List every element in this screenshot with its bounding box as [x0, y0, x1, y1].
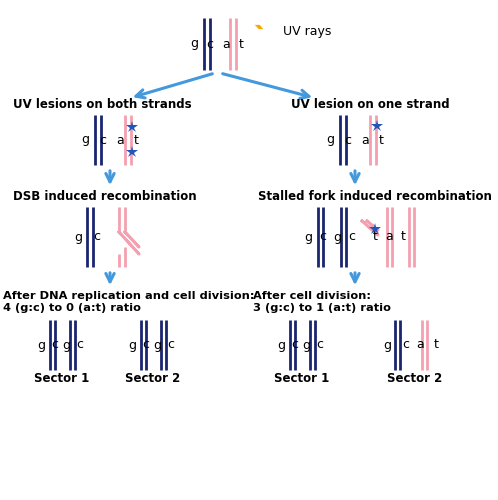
Text: t: t: [378, 134, 383, 146]
Text: c: c: [207, 38, 214, 51]
Text: g: g: [190, 38, 198, 51]
Text: t: t: [434, 338, 438, 351]
Text: a: a: [416, 338, 424, 351]
Text: c: c: [100, 134, 107, 146]
Text: c: c: [51, 338, 58, 351]
Text: a: a: [361, 134, 369, 146]
Text: a: a: [385, 230, 393, 243]
Text: Sector 1: Sector 1: [274, 372, 330, 384]
Text: c: c: [320, 230, 327, 243]
Text: UV rays: UV rays: [283, 26, 331, 38]
Text: c: c: [345, 134, 352, 146]
Text: 3 (g:c) to 1 (a:t) ratio: 3 (g:c) to 1 (a:t) ratio: [253, 303, 391, 313]
Text: Sector 1: Sector 1: [34, 372, 90, 384]
Text: c: c: [77, 338, 84, 351]
Text: After cell division:: After cell division:: [253, 291, 371, 301]
Text: t: t: [133, 134, 138, 146]
Text: g: g: [277, 338, 285, 351]
Text: t: t: [400, 230, 405, 243]
Text: 4 (g:c) to 0 (a:t) ratio: 4 (g:c) to 0 (a:t) ratio: [3, 303, 141, 313]
Text: g: g: [74, 230, 82, 243]
Text: Stalled fork induced recombination: Stalled fork induced recombination: [258, 190, 492, 202]
Text: g: g: [81, 134, 89, 146]
Text: t: t: [239, 38, 244, 51]
Text: Sector 2: Sector 2: [387, 372, 443, 384]
Text: g: g: [383, 338, 391, 351]
Text: UV lesion on one strand: UV lesion on one strand: [291, 98, 449, 112]
Text: g: g: [128, 338, 136, 351]
Polygon shape: [250, 12, 270, 42]
Text: UV lesions on both strands: UV lesions on both strands: [12, 98, 191, 112]
Text: c: c: [142, 338, 149, 351]
Text: g: g: [304, 230, 312, 243]
Text: c: c: [317, 338, 324, 351]
Text: a: a: [116, 134, 124, 146]
Text: g: g: [333, 230, 341, 243]
Text: After DNA replication and cell division:: After DNA replication and cell division:: [3, 291, 254, 301]
Text: t: t: [373, 230, 377, 243]
Text: g: g: [37, 338, 45, 351]
Text: DSB induced recombination: DSB induced recombination: [13, 190, 197, 202]
Text: Sector 2: Sector 2: [125, 372, 181, 384]
Text: c: c: [94, 230, 101, 243]
Text: g: g: [62, 338, 70, 351]
Text: a: a: [222, 38, 230, 51]
Text: g: g: [153, 338, 161, 351]
Text: g: g: [302, 338, 310, 351]
Text: c: c: [291, 338, 298, 351]
Text: c: c: [402, 338, 409, 351]
Text: g: g: [326, 134, 334, 146]
Text: c: c: [167, 338, 174, 351]
Text: c: c: [349, 230, 356, 243]
